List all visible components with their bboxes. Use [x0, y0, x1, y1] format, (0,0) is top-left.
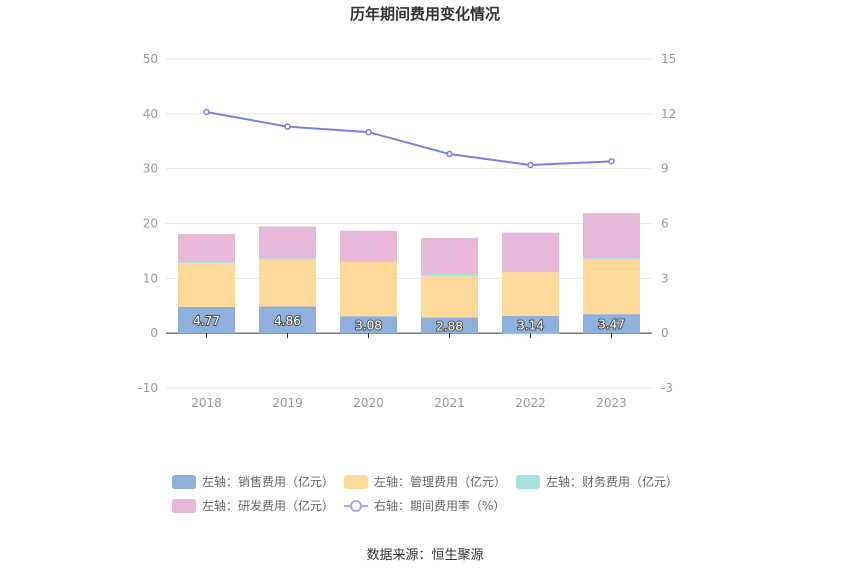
- right-tick-label: 6: [661, 217, 669, 231]
- bar-data-label: 3.08: [355, 319, 382, 333]
- x-tick-label: 2020: [353, 396, 384, 410]
- bar-segment: [340, 261, 397, 317]
- right-tick-label: 9: [661, 162, 669, 176]
- right-tick-label: 15: [661, 52, 676, 66]
- bar-segment: [259, 258, 316, 260]
- legend[interactable]: 左轴：销售费用（亿元） 左轴：管理费用（亿元） 左轴：财务费用（亿元） 左轴：研发费用…: [172, 474, 678, 513]
- bar-data-label: 3.47: [598, 318, 625, 332]
- bar-segment: [421, 317, 478, 334]
- legend-swatch: [344, 475, 368, 489]
- bar-data-label: 3.14: [517, 319, 544, 333]
- bar-segment: [502, 232, 559, 273]
- left-tick-label: 30: [143, 162, 158, 176]
- left-tick-label: 0: [150, 326, 158, 340]
- left-tick-label: 20: [143, 217, 158, 231]
- bar-segment: [583, 213, 640, 259]
- rate-point: [203, 108, 210, 116]
- x-tick-label: 2019: [272, 396, 303, 410]
- legend-marker: [350, 500, 362, 512]
- rate-point: [365, 128, 372, 136]
- legend-label: 左轴：研发费用（亿元）: [202, 498, 334, 513]
- bar-segment: [583, 314, 640, 334]
- bar-segment: [583, 258, 640, 315]
- rate-point: [608, 158, 615, 165]
- legend-swatch: [516, 475, 540, 489]
- legend-swatch: [172, 499, 196, 513]
- x-tick-label: 2018: [191, 396, 222, 410]
- left-tick-label: 10: [143, 271, 158, 285]
- bar-segment: [259, 306, 316, 334]
- chart-title: 历年期间费用变化情况: [350, 5, 500, 23]
- bar-segment: [502, 272, 559, 316]
- x-axis: 2018 2019 2020 2021 2022 2023: [191, 333, 627, 410]
- bar-segment: [178, 307, 235, 334]
- rate-point: [284, 123, 291, 130]
- x-tick-label: 2021: [434, 396, 465, 410]
- bar-data-label: 2.88: [436, 319, 463, 333]
- bar-segment: [259, 226, 316, 259]
- legend-label: 右轴：期间费用率（%）: [374, 498, 505, 513]
- left-tick-label: 40: [143, 107, 158, 121]
- right-tick-label: 3: [661, 271, 669, 285]
- bar-segment: [340, 260, 397, 262]
- bar-segment: [178, 234, 235, 263]
- grid: [166, 58, 652, 389]
- legend-label: 左轴：销售费用（亿元）: [202, 474, 334, 489]
- legend-label: 左轴：财务费用（亿元）: [546, 474, 678, 489]
- source-note: 数据来源：恒生聚源: [366, 548, 483, 563]
- bar-segment: [421, 274, 478, 277]
- bar-segment: [340, 230, 397, 261]
- bar-segment: [421, 276, 478, 318]
- bar-segment: [259, 259, 316, 307]
- legend-label: 左轴：管理费用（亿元）: [374, 474, 506, 489]
- rate-line: [203, 108, 615, 169]
- bar-data-label: 4.77: [193, 314, 220, 328]
- bar-segment: [340, 316, 397, 334]
- bar-data-label: 4.86: [274, 314, 301, 328]
- legend-swatch: [172, 475, 196, 489]
- rate-line-path: [206, 111, 612, 167]
- x-tick-label: 2022: [515, 396, 546, 410]
- right-tick-label: 0: [661, 326, 669, 340]
- rate-point: [446, 150, 453, 158]
- right-tick-label: 12: [661, 107, 676, 121]
- rate-point: [527, 161, 534, 169]
- right-tick-label: -3: [661, 381, 673, 395]
- bar-segment: [583, 258, 640, 260]
- bar-segment: [421, 237, 478, 275]
- bars: 4.77 4.86 3.08 2.88 3.14 3.47: [178, 213, 640, 334]
- left-tick-label: 50: [143, 52, 158, 66]
- bar-segment: [178, 262, 235, 308]
- bar-segment: [502, 315, 559, 334]
- left-axis: 50 40 30 20 10 0 -10: [138, 52, 158, 395]
- left-tick-label: -10: [138, 381, 158, 395]
- right-axis: 15 12 9 6 3 0 -3: [661, 52, 676, 395]
- bar-segment: [178, 262, 235, 264]
- x-tick-label: 2023: [596, 396, 627, 410]
